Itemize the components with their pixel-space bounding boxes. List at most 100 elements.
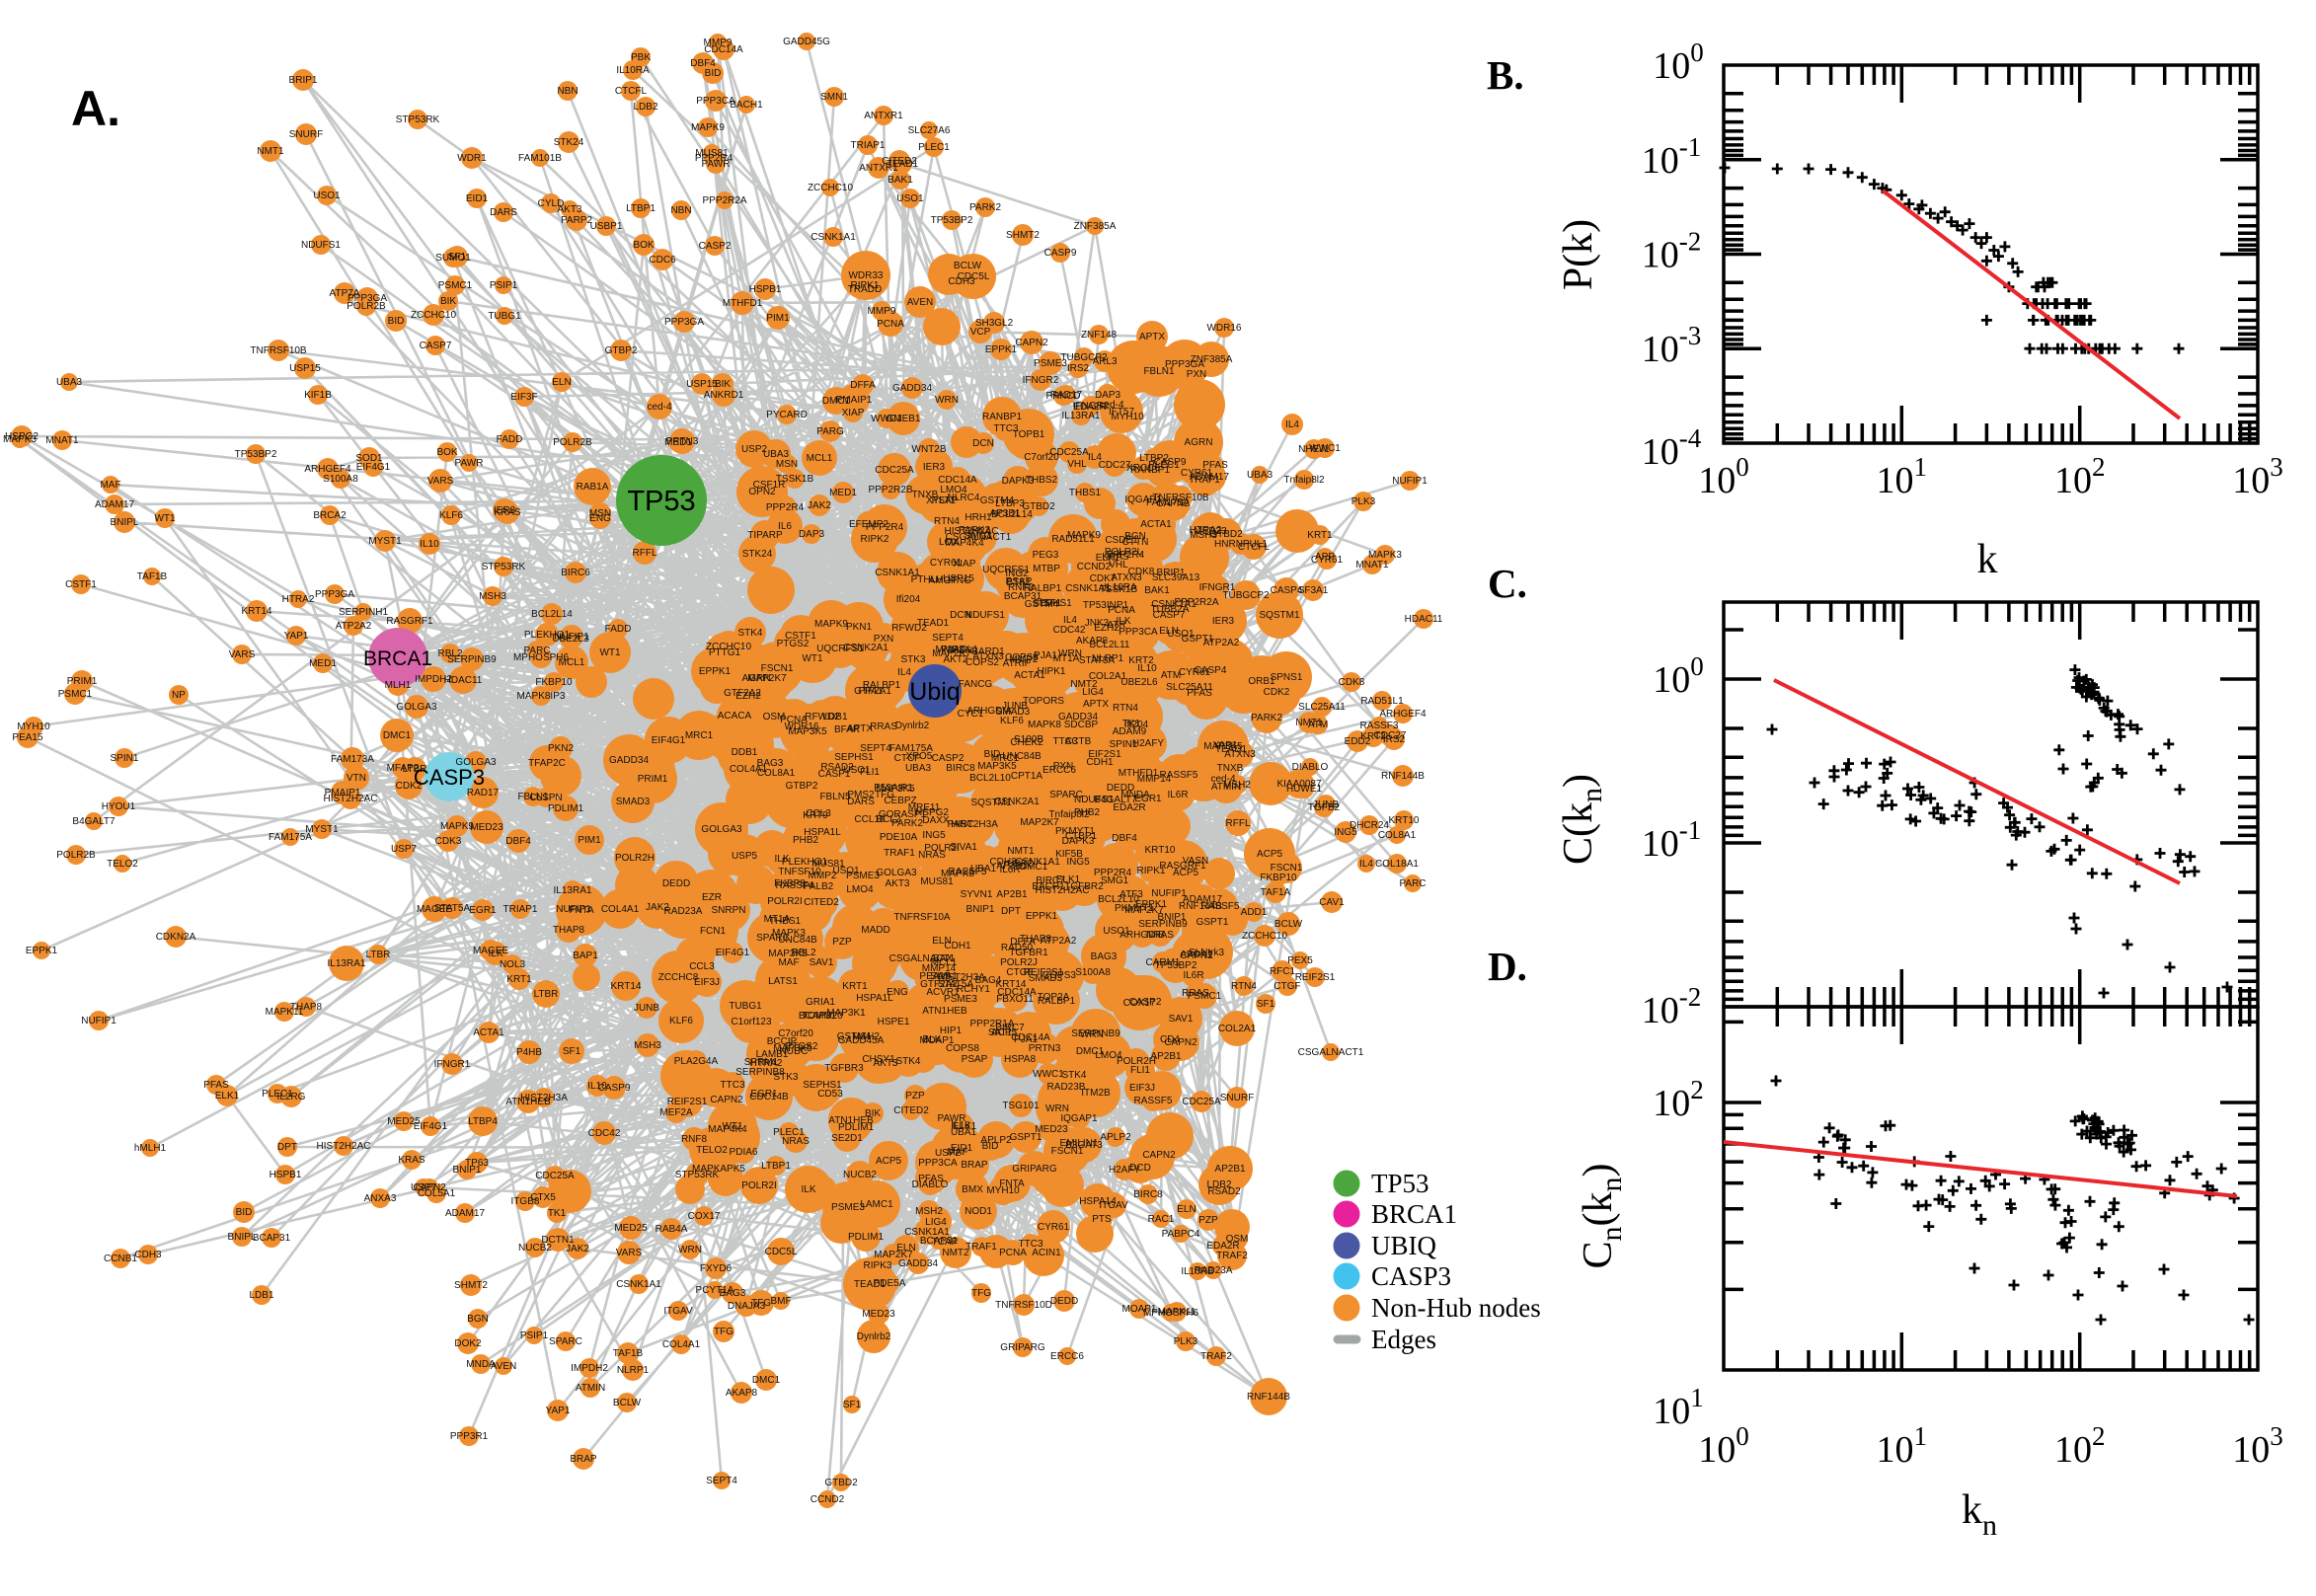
svg-text:MAPK8: MAPK8 (1028, 720, 1061, 730)
svg-text:Dynlrb2: Dynlrb2 (895, 721, 930, 731)
svg-text:ACIN1: ACIN1 (1032, 1248, 1061, 1258)
svg-text:PEA15: PEA15 (12, 732, 43, 743)
svg-text:SF1: SF1 (843, 1400, 862, 1410)
svg-text:TTC3: TTC3 (721, 1080, 745, 1091)
svg-text:IRS2: IRS2 (1067, 363, 1090, 374)
svg-text:HUWE1: HUWE1 (1286, 784, 1323, 795)
svg-text:C1orf123: C1orf123 (731, 1017, 772, 1027)
svg-text:LDB2: LDB2 (633, 102, 657, 113)
svg-text:TUBG1: TUBG1 (729, 1001, 762, 1012)
svg-text:COX17: COX17 (688, 1211, 721, 1222)
svg-text:HSPG2: HSPG2 (915, 807, 949, 818)
svg-text:PARK2: PARK2 (1251, 713, 1282, 723)
svg-text:STP53RK: STP53RK (482, 562, 526, 572)
svg-text:NUCB2: NUCB2 (518, 1243, 552, 1254)
svg-text:EPPK1: EPPK1 (1026, 911, 1058, 922)
svg-text:CDK3: CDK3 (435, 836, 462, 847)
svg-text:DBF4: DBF4 (505, 836, 531, 847)
svg-text:PLK3: PLK3 (1174, 1336, 1198, 1347)
svg-text:RRAS: RRAS (1182, 988, 1209, 999)
svg-text:PXN: PXN (1053, 761, 1074, 772)
svg-text:ZNF148: ZNF148 (1081, 330, 1118, 341)
svg-text:RAB1A: RAB1A (577, 482, 609, 493)
svg-text:MAF: MAF (778, 957, 799, 968)
svg-text:CSNK1A1: CSNK1A1 (811, 232, 856, 243)
svg-text:PSIP1: PSIP1 (520, 1330, 549, 1341)
svg-text:MT1A: MT1A (1053, 653, 1080, 664)
svg-text:TRAF1: TRAF1 (965, 1242, 997, 1253)
svg-text:hMLH1: hMLH1 (134, 1143, 167, 1154)
svg-text:DOK2: DOK2 (454, 1338, 482, 1349)
svg-text:POLR2L: POLR2L (1105, 547, 1143, 558)
svg-text:USP2: USP2 (935, 1148, 962, 1159)
svg-text:MED25: MED25 (387, 1116, 421, 1127)
svg-text:BCLW: BCLW (613, 1398, 642, 1408)
svg-text:JUNB: JUNB (634, 1003, 659, 1014)
svg-text:CDK8: CDK8 (1128, 567, 1155, 577)
svg-text:ING5: ING5 (922, 830, 946, 841)
svg-text:MYH10: MYH10 (17, 722, 50, 732)
svg-text:WRN: WRN (678, 1245, 702, 1255)
svg-text:DAPK3: DAPK3 (1002, 476, 1035, 487)
svg-text:CDC5L: CDC5L (765, 1247, 798, 1257)
svg-text:ING2: ING2 (1005, 569, 1029, 579)
svg-text:PDLIM1: PDLIM1 (838, 1122, 875, 1133)
svg-text:STAT5A: STAT5A (1079, 655, 1116, 666)
svg-text:MAP3K1: MAP3K1 (826, 1008, 866, 1019)
svg-text:A.: A. (71, 81, 120, 136)
svg-text:ARL3: ARL3 (1092, 356, 1117, 367)
svg-text:KRT1: KRT1 (1307, 530, 1333, 541)
svg-text:JAK2: JAK2 (808, 500, 831, 511)
svg-text:COPS8: COPS8 (946, 1043, 979, 1054)
svg-text:TP53INP1: TP53INP1 (1083, 600, 1129, 611)
svg-text:ACACA: ACACA (718, 711, 752, 722)
svg-text:ATP2A2: ATP2A2 (336, 621, 372, 632)
svg-text:COPS2: COPS2 (965, 657, 999, 668)
svg-text:RASSF3: RASSF3 (1360, 721, 1399, 731)
svg-text:LMO4: LMO4 (846, 884, 874, 895)
svg-text:BCLW: BCLW (954, 261, 982, 271)
svg-text:HSPA1L: HSPA1L (804, 827, 841, 838)
svg-text:LTBR: LTBR (366, 950, 391, 960)
svg-text:CSDE1: CSDE1 (1105, 535, 1138, 546)
svg-text:FCN1: FCN1 (700, 926, 727, 937)
svg-text:PPP2R2A: PPP2R2A (702, 195, 746, 206)
svg-text:TOP2A: TOP2A (1038, 992, 1070, 1003)
svg-text:RAB4A: RAB4A (656, 1224, 688, 1235)
svg-text:TNFRSF10B: TNFRSF10B (250, 345, 307, 356)
svg-text:CPT1A: CPT1A (1011, 771, 1043, 782)
svg-text:IER3: IER3 (1212, 616, 1235, 627)
svg-text:RBL2: RBL2 (791, 948, 815, 958)
svg-text:AVEN: AVEN (907, 297, 934, 308)
svg-text:ATRIP: ATRIP (1003, 658, 1032, 669)
svg-text:KLF6: KLF6 (1000, 716, 1024, 726)
svg-text:RAD23A: RAD23A (664, 906, 703, 917)
svg-text:PYCARD: PYCARD (766, 410, 808, 420)
svg-text:EPPK1: EPPK1 (1135, 899, 1168, 910)
svg-text:MNDA: MNDA (466, 1359, 496, 1370)
svg-text:RFC1: RFC1 (1270, 966, 1296, 977)
svg-text:BNIPL: BNIPL (228, 1232, 257, 1243)
svg-text:UBA3: UBA3 (1247, 470, 1274, 481)
svg-text:CAPN2: CAPN2 (710, 1095, 743, 1105)
svg-text:STK4: STK4 (1061, 1070, 1086, 1081)
svg-text:YAP1: YAP1 (284, 631, 309, 642)
svg-text:BARD1: BARD1 (971, 646, 1005, 657)
svg-text:XIAP: XIAP (842, 408, 865, 418)
svg-text:USO1: USO1 (832, 866, 860, 876)
svg-text:PARC: PARC (1399, 878, 1426, 889)
svg-text:ACP5: ACP5 (1257, 849, 1283, 860)
svg-text:RANBP1: RANBP1 (982, 412, 1022, 422)
svg-text:HTRA2: HTRA2 (1190, 525, 1222, 536)
svg-text:LIG4: LIG4 (1082, 687, 1104, 698)
svg-text:PLEC1: PLEC1 (918, 142, 950, 153)
svg-text:TTC3: TTC3 (1053, 736, 1078, 747)
svg-text:CCL18: CCL18 (854, 814, 886, 825)
svg-text:STK3: STK3 (900, 654, 925, 665)
svg-text:PSAP: PSAP (962, 1054, 988, 1065)
svg-text:BIRC7: BIRC7 (1036, 875, 1065, 886)
svg-text:PFAS: PFAS (1187, 688, 1212, 699)
svg-text:MTHFD1: MTHFD1 (1119, 768, 1159, 779)
svg-text:BAK1: BAK1 (1144, 585, 1170, 596)
svg-text:PDE10A: PDE10A (880, 832, 918, 843)
